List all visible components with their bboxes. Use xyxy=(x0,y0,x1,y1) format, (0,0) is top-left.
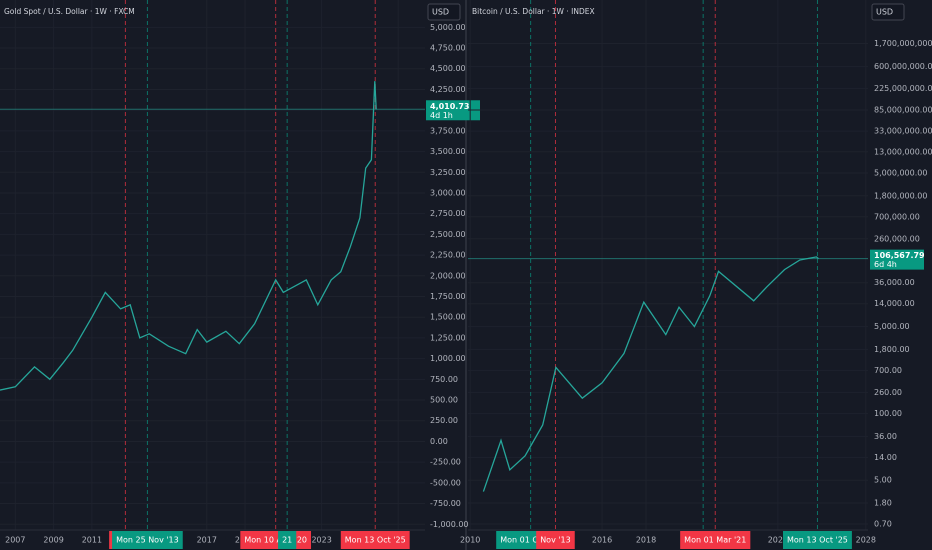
y-tick-label: 0.00 xyxy=(430,437,448,446)
currency-box xyxy=(871,3,905,21)
x-tick-label: 2007 xyxy=(5,536,25,545)
y-tick-label: 5,000.00 xyxy=(430,23,466,32)
event-label: Mon 13 Oct '25 xyxy=(787,536,848,545)
countdown: 4d 1h xyxy=(430,111,453,120)
event-label: Mon 01 Oct '12 xyxy=(500,536,561,545)
currency: USD xyxy=(876,8,893,17)
price-line xyxy=(0,81,377,391)
y-tick-label: 100.00 xyxy=(874,409,902,418)
price-line xyxy=(482,256,819,492)
y-tick-label: 1,700,000,000.00 xyxy=(874,39,932,48)
price-badge xyxy=(426,100,480,121)
event-label: 21 xyxy=(282,536,292,545)
x-tick-label: 2028 xyxy=(856,536,876,545)
y-tick-label: 1,500.00 xyxy=(430,313,466,322)
event-badge xyxy=(112,531,183,549)
chart-title: Bitcoin / U.S. Dollar · 1W · INDEX xyxy=(472,7,595,16)
y-tick-label: 14,000.00 xyxy=(874,299,915,308)
x-tick-label: 2011 xyxy=(82,536,102,545)
y-tick-label: -750.00 xyxy=(430,499,461,508)
x-tick-label: 2018 xyxy=(636,536,656,545)
y-tick-label: 4,750.00 xyxy=(430,44,466,53)
y-tick-label: 4,500.00 xyxy=(430,64,466,73)
y-tick-label: -500.00 xyxy=(430,478,461,487)
event-label: Mon 13 Oct '25 xyxy=(345,536,406,545)
y-tick-label: 225,000,000.00 xyxy=(874,84,932,93)
y-tick-label: 1,800,000.00 xyxy=(874,191,927,200)
x-tick-label: 2010 xyxy=(460,536,480,545)
y-tick-label: 5,000,000.00 xyxy=(874,169,927,178)
chart-panel: 5,000.004,750.004,500.004,250.004,000.00… xyxy=(0,0,480,549)
currency-box xyxy=(427,3,461,21)
y-tick-label: 36.00 xyxy=(874,432,897,441)
y-tick-label: 3,250.00 xyxy=(430,168,466,177)
y-tick-label: -250.00 xyxy=(430,458,461,467)
y-tick-label: 2,500.00 xyxy=(430,230,466,239)
event-label: Mon 10 Aug '20 xyxy=(244,536,307,545)
y-tick-label: 33,000,000.00 xyxy=(874,127,932,136)
event-label: Nov '13 xyxy=(540,536,571,545)
currency: USD xyxy=(432,8,449,17)
event-badge xyxy=(278,531,297,549)
event-label: Mon 01 Mar '21 xyxy=(684,536,746,545)
price-badge xyxy=(870,249,924,270)
y-tick-label: 1,250.00 xyxy=(430,333,466,342)
y-tick-label: 700.00 xyxy=(874,366,902,375)
x-tick-label: 2009 xyxy=(43,536,63,545)
y-tick-label: 5,000.00 xyxy=(874,322,910,331)
price-label: 4,010.73 xyxy=(430,102,469,111)
countdown: 6d 4h xyxy=(874,260,897,269)
event-badge xyxy=(340,531,410,549)
chart-title: Gold Spot / U.S. Dollar · 1W · FXCM xyxy=(4,7,135,16)
y-tick-label: 4,250.00 xyxy=(430,85,466,94)
y-tick-label: 2,750.00 xyxy=(430,209,466,218)
y-tick-label: 260,000.00 xyxy=(874,234,920,243)
y-tick-label: 1.80 xyxy=(874,498,892,507)
y-tick-label: 700,000.00 xyxy=(874,212,920,221)
event-badge xyxy=(783,531,852,549)
chart-panel: 1,700,000,000.00 600,000,000.00 225,000,00… xyxy=(460,0,932,549)
x-tick-label: 2016 xyxy=(592,536,612,545)
y-tick-label: 13,000,000.00 xyxy=(874,147,932,156)
y-tick-label: -1,000.00 xyxy=(430,520,469,529)
y-tick-label: 85,000,000.00 xyxy=(874,106,932,115)
x-tick-label: 2024 xyxy=(768,536,788,545)
y-tick-label: 0.70 xyxy=(874,519,892,528)
y-tick-label: 3,000.00 xyxy=(430,188,466,197)
y-tick-label: 500.00 xyxy=(430,396,458,405)
y-tick-label: 250.00 xyxy=(430,416,458,425)
y-tick-label: 2,250.00 xyxy=(430,251,466,260)
event-badge xyxy=(536,531,575,549)
y-tick-label: 260.00 xyxy=(874,388,902,397)
y-tick-label: 600,000,000.00 xyxy=(874,62,932,71)
y-tick-label: 2,000.00 xyxy=(430,271,466,280)
x-tick-label: 2017 xyxy=(197,536,217,545)
y-tick-label: 1,800.00 xyxy=(874,345,910,354)
y-tick-label: 3,500.00 xyxy=(430,147,466,156)
price-label: 106,567.79 xyxy=(874,251,925,260)
y-tick-label: 750.00 xyxy=(430,375,458,384)
y-tick-label: 14.00 xyxy=(874,453,897,462)
event-badge xyxy=(680,531,751,549)
x-tick-label: 2023 xyxy=(311,536,331,545)
y-tick-label: 5.00 xyxy=(874,476,892,485)
y-tick-label: 1,750.00 xyxy=(430,292,466,301)
y-tick-label: 3,750.00 xyxy=(430,126,466,135)
event-label: Mon 25 Nov '13 xyxy=(116,536,179,545)
y-tick-label: 1,000.00 xyxy=(430,354,466,363)
y-tick-label: 36,000.00 xyxy=(874,278,915,287)
